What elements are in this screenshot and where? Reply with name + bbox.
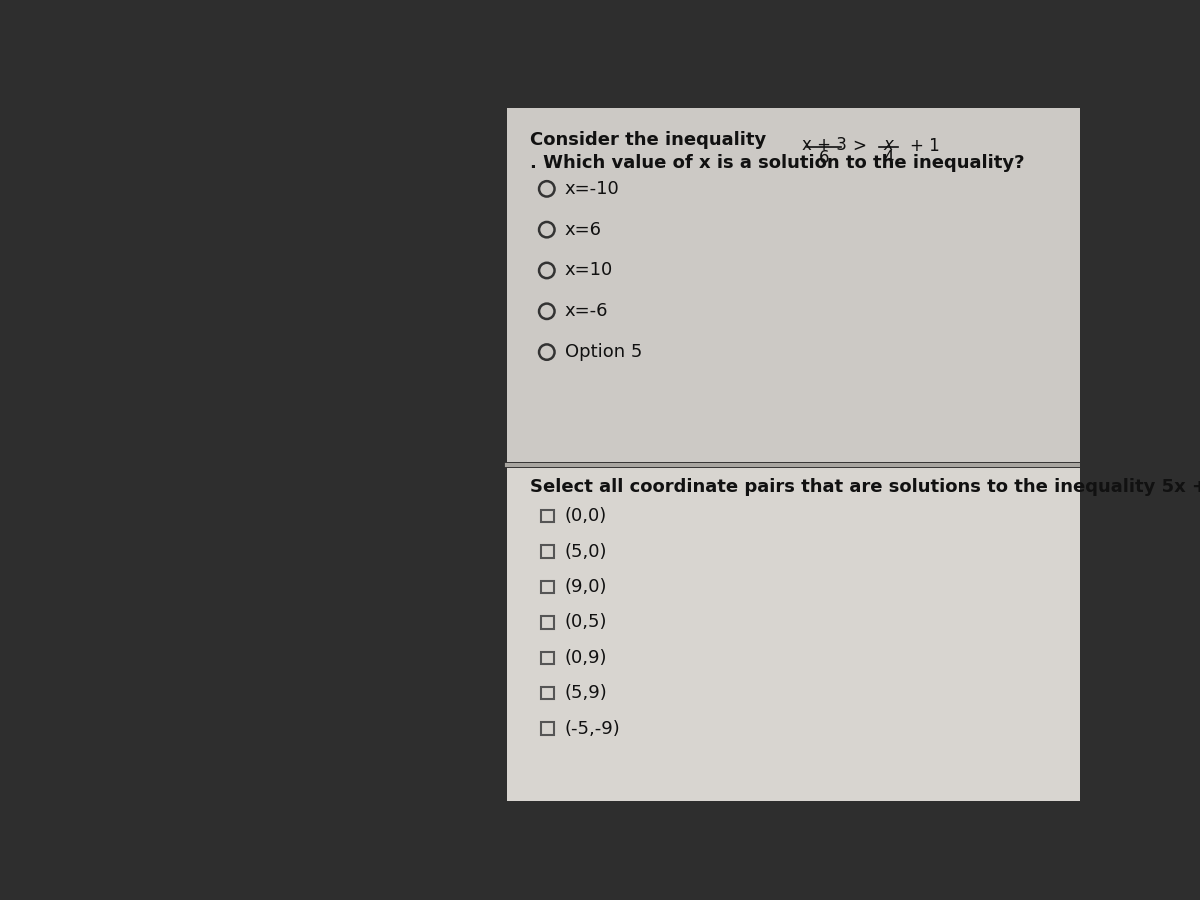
Text: (-5,-9): (-5,-9) <box>565 720 620 738</box>
Text: + 1: + 1 <box>911 137 940 155</box>
Text: Select all coordinate pairs that are solutions to the inequality 5x + 9y < 45.: Select all coordinate pairs that are sol… <box>529 478 1200 496</box>
Bar <box>541 545 553 558</box>
Bar <box>506 108 1080 463</box>
Bar <box>541 616 553 628</box>
Text: x=-10: x=-10 <box>565 180 619 198</box>
Bar <box>541 723 553 734</box>
Bar <box>541 580 553 593</box>
Text: (0,5): (0,5) <box>565 614 607 632</box>
Text: . Which value of x is a solution to the inequality?: . Which value of x is a solution to the … <box>529 154 1025 172</box>
Text: x: x <box>883 137 894 155</box>
Text: (0,9): (0,9) <box>565 649 607 667</box>
Text: Consider the inequality: Consider the inequality <box>529 131 766 149</box>
Bar <box>541 687 553 699</box>
Bar <box>541 510 553 522</box>
Text: x + 3: x + 3 <box>802 137 847 155</box>
Text: 4: 4 <box>883 148 894 166</box>
Text: Option 5: Option 5 <box>565 343 642 361</box>
Text: (0,0): (0,0) <box>565 507 607 525</box>
Bar <box>506 468 1080 801</box>
Text: (5,9): (5,9) <box>565 684 607 702</box>
Text: (9,0): (9,0) <box>565 578 607 596</box>
Text: 6: 6 <box>818 148 829 166</box>
Bar <box>541 652 553 664</box>
Bar <box>150 108 506 801</box>
Text: >: > <box>852 137 866 155</box>
Text: x=6: x=6 <box>565 220 601 238</box>
Text: x=10: x=10 <box>565 262 613 280</box>
Text: x=-6: x=-6 <box>565 302 608 320</box>
Text: (5,0): (5,0) <box>565 543 607 561</box>
